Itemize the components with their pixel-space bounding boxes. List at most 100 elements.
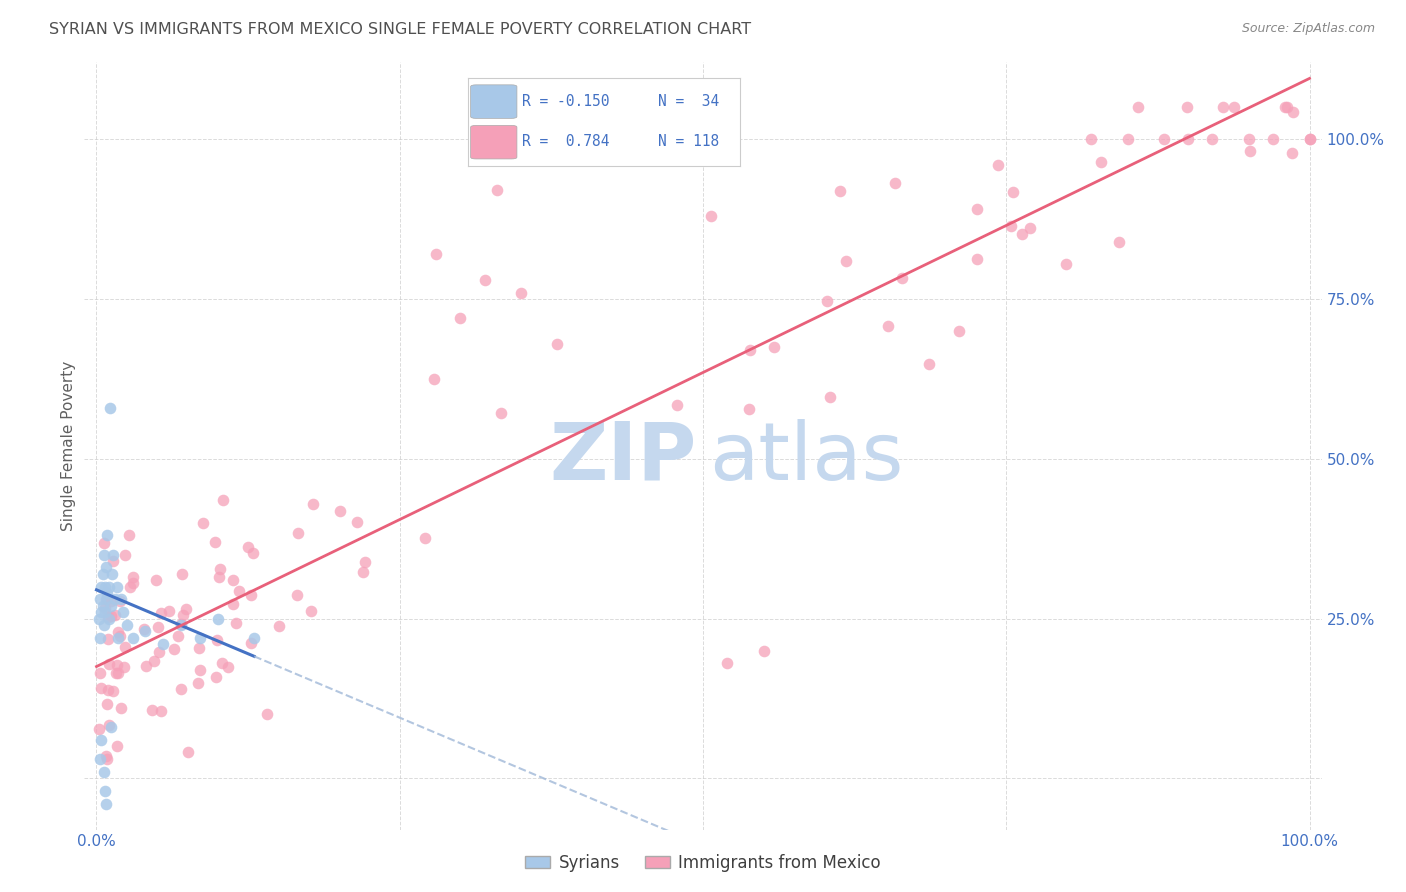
Point [242, 545, 264, 559]
Point [97, 683, 120, 698]
Point [948, 324, 970, 338]
Point [188, 631, 211, 645]
Point [98, 657, 121, 671]
Point [346, 515, 368, 529]
Point [174, 602, 197, 616]
Point [141, 703, 163, 717]
Point [987, 158, 1010, 172]
Point [148, 645, 170, 659]
Point [423, 372, 446, 386]
Point [876, 319, 898, 334]
Point [118, 580, 141, 594]
Point [211, 657, 233, 671]
Point [1090, 155, 1112, 169]
Point [101, 684, 124, 698]
Point [221, 597, 243, 611]
Point [134, 624, 156, 639]
Point [1177, 132, 1199, 146]
Point [1126, 100, 1149, 114]
Point [103, 554, 125, 568]
Point [485, 183, 508, 197]
Point [243, 631, 266, 645]
Point [115, 618, 138, 632]
Point [1298, 132, 1320, 146]
Point [114, 660, 136, 674]
Point [93, 618, 115, 632]
Point [269, 619, 291, 633]
Point [150, 704, 173, 718]
Point [1298, 132, 1320, 146]
Point [287, 525, 309, 540]
Point [1239, 144, 1261, 158]
Point [96, 697, 118, 711]
Point [228, 583, 250, 598]
Point [413, 532, 436, 546]
Point [89, 592, 111, 607]
Point [97, 580, 120, 594]
Point [150, 607, 173, 621]
Point [716, 657, 738, 671]
Point [510, 285, 533, 300]
Point [762, 340, 785, 354]
Point [94, 605, 117, 619]
Point [209, 562, 232, 576]
Point [170, 617, 193, 632]
Point [152, 637, 174, 651]
Point [1000, 219, 1022, 233]
Point [1212, 100, 1234, 114]
Point [1177, 100, 1199, 114]
Point [96, 586, 118, 600]
Point [93, 765, 115, 780]
Text: ZIP: ZIP [550, 418, 697, 497]
Point [96, 752, 118, 766]
Point [830, 184, 852, 198]
Point [918, 357, 941, 371]
Point [1054, 257, 1077, 271]
Point [191, 516, 214, 530]
Point [1153, 132, 1175, 146]
Point [815, 293, 838, 308]
Point [104, 592, 127, 607]
Point [1281, 146, 1303, 161]
Y-axis label: Single Female Poverty: Single Female Poverty [60, 361, 76, 531]
Point [89, 723, 111, 737]
Point [302, 497, 325, 511]
Point [108, 594, 131, 608]
Point [89, 665, 111, 680]
Point [96, 560, 118, 574]
Point [1281, 105, 1303, 120]
Point [170, 682, 193, 697]
Point [98, 718, 121, 732]
Point [104, 607, 127, 622]
Text: Source: ZipAtlas.com: Source: ZipAtlas.com [1241, 22, 1375, 36]
Point [94, 580, 117, 594]
Point [1080, 132, 1102, 146]
Point [449, 311, 471, 326]
Point [256, 707, 278, 722]
Point [489, 406, 512, 420]
Point [1223, 100, 1246, 114]
Point [187, 675, 209, 690]
Point [474, 273, 496, 287]
Point [188, 641, 211, 656]
Point [100, 720, 122, 734]
Point [236, 541, 259, 555]
Point [91, 599, 114, 613]
Point [122, 570, 145, 584]
Point [352, 565, 374, 579]
Point [94, 748, 117, 763]
Point [122, 575, 145, 590]
Point [205, 633, 228, 648]
Point [204, 670, 226, 684]
Point [110, 701, 132, 715]
Point [112, 605, 135, 619]
Point [91, 566, 114, 581]
Point [162, 642, 184, 657]
Point [285, 588, 308, 602]
Point [738, 343, 761, 357]
Point [145, 574, 167, 588]
Point [1261, 132, 1284, 146]
Point [105, 739, 128, 754]
Point [752, 643, 775, 657]
Point [1274, 100, 1296, 114]
